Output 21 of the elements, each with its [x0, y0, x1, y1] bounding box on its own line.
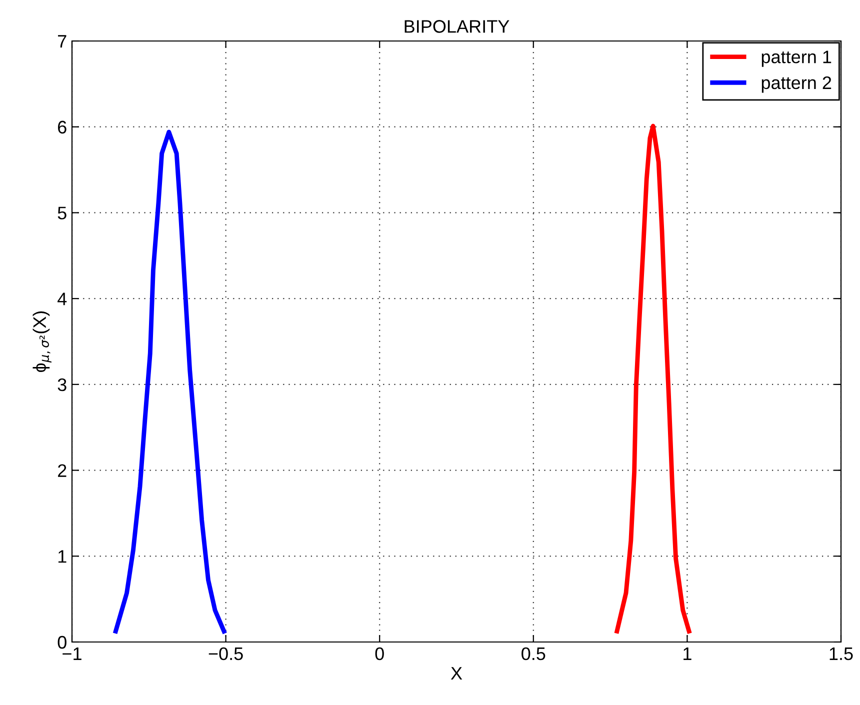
y-tick-label: 7 [58, 35, 66, 48]
y-tick-label: 0 [58, 636, 66, 649]
chart-title: BIPOLARITY [404, 20, 510, 33]
x-tick-label: 1.5 [830, 648, 853, 660]
y-tick-label: 4 [58, 292, 67, 306]
y-tick-label: 5 [58, 206, 66, 220]
x-axis-title: X [450, 667, 462, 680]
legend-label: pattern 1 [762, 50, 832, 67]
y-tick-label: 3 [58, 378, 66, 392]
y-tick-label: 6 [58, 120, 66, 134]
x-tick-label: −1 [62, 648, 82, 660]
line-series [614, 124, 692, 636]
x-tick-label: −0.5 [208, 647, 243, 660]
legend-label: pattern 2 [762, 76, 832, 93]
line-series [112, 130, 228, 636]
y-axis-title: ϕ$_{μ,σ²}$(X) [32, 311, 52, 372]
x-tick-label: 1 [684, 648, 692, 660]
x-tick-label: 0.5 [522, 647, 546, 660]
x-tick-label: 0 [375, 647, 384, 660]
y-tick-label: 2 [58, 464, 66, 477]
y-tick-label: 1 [58, 550, 66, 563]
